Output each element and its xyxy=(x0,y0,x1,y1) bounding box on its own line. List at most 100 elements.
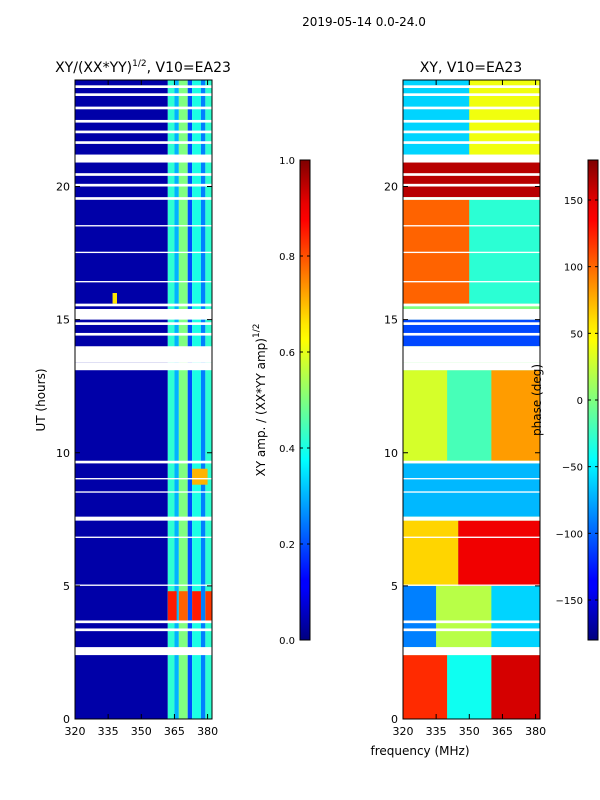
missing-data-gap xyxy=(75,322,212,325)
heatmap-region xyxy=(167,80,175,719)
phase-plot-frame xyxy=(402,79,541,720)
missing-data-gap xyxy=(403,647,540,656)
missing-data-gap xyxy=(75,141,212,144)
phase-colorbar: −150 −100 −50 0 50 100 150 phase (deg) xyxy=(530,159,599,641)
x-tick-label: 335 xyxy=(426,725,447,738)
heatmap-region xyxy=(403,370,448,461)
x-tick-label: 365 xyxy=(164,725,185,738)
y-tick-label: 15 xyxy=(56,314,70,327)
heatmap-region xyxy=(403,655,448,719)
missing-data-gap xyxy=(75,346,212,363)
missing-data-gap xyxy=(403,346,540,363)
missing-data-gap xyxy=(75,85,212,88)
missing-data-gap xyxy=(75,251,212,254)
y-tick-label: 5 xyxy=(63,580,70,593)
missing-data-gap xyxy=(403,303,540,307)
heatmap-region xyxy=(403,159,540,198)
missing-data-gap xyxy=(75,536,212,538)
y-tick-label: 5 xyxy=(391,580,398,593)
heatmap-region xyxy=(205,591,212,621)
y-tick-label: 20 xyxy=(56,181,70,194)
heatmap-region xyxy=(178,80,188,719)
x-tick-label: 350 xyxy=(459,725,480,738)
missing-data-gap xyxy=(75,647,212,656)
missing-data-gap xyxy=(75,362,212,371)
amplitude-y-axis-label: UT (hours) xyxy=(34,368,48,431)
missing-data-gap xyxy=(75,173,212,176)
amplitude-colorbar-frame xyxy=(299,159,311,641)
heatmap-region xyxy=(192,80,201,719)
missing-data-gap xyxy=(75,478,212,480)
colorbar-tick-label: −100 xyxy=(556,529,583,540)
amplitude-heatmap xyxy=(75,80,212,719)
missing-data-gap xyxy=(403,332,540,336)
colorbar-tick-label: 0.0 xyxy=(279,636,295,647)
missing-data-gap xyxy=(75,281,212,283)
heatmap-region xyxy=(192,468,208,485)
colorbar-tick-label: 100 xyxy=(564,263,583,274)
heatmap-region xyxy=(192,591,201,621)
colorbar-tick-label: 0.8 xyxy=(279,252,295,263)
missing-data-gap xyxy=(403,154,540,163)
colorbar-tick-label: 1.0 xyxy=(279,156,295,167)
phase-panel: XY, V10=EA23 320 335 350 365 380 0 5 10 15 20 xyxy=(384,60,546,738)
x-tick-label: 335 xyxy=(98,725,119,738)
y-tick-label: 10 xyxy=(384,447,398,460)
amplitude-colorbar-gradient xyxy=(300,160,310,640)
colorbar-tick-label: −50 xyxy=(562,463,583,474)
phase-x-ticks: 320 335 350 365 380 xyxy=(393,80,546,738)
colorbar-tick-label: −150 xyxy=(556,596,583,607)
amplitude-panel-title: XY/(XX*YY)1/2, V10=EA23 xyxy=(55,59,231,76)
missing-data-gap xyxy=(403,322,540,325)
missing-data-gap xyxy=(403,281,540,283)
heatmap-region xyxy=(436,585,492,648)
missing-data-gap xyxy=(403,141,540,144)
phase-colorbar-ticks: −150 −100 −50 0 50 100 150 xyxy=(556,196,598,607)
heatmap-region xyxy=(403,463,540,517)
missing-data-gap xyxy=(75,516,212,521)
missing-data-gap xyxy=(75,93,212,96)
amplitude-x-ticks: 320 335 350 365 380 xyxy=(65,80,218,738)
amplitude-y-ticks: 0 5 10 15 20 xyxy=(56,181,212,726)
missing-data-gap xyxy=(75,332,212,336)
heatmap-region xyxy=(403,520,459,586)
x-axis-label: frequency (MHz) xyxy=(370,744,469,758)
y-tick-label: 10 xyxy=(56,447,70,460)
missing-data-gap xyxy=(75,197,212,200)
amplitude-colorbar-ticks: 0.0 0.2 0.4 0.6 0.8 1.0 xyxy=(279,156,310,647)
y-tick-label: 20 xyxy=(384,181,398,194)
phase-colorbar-label: phase (deg) xyxy=(530,364,544,436)
missing-data-gap xyxy=(403,491,540,493)
colorbar-tick-label: 0.2 xyxy=(279,540,295,551)
missing-data-gap xyxy=(403,251,540,254)
colorbar-tick-label: 0 xyxy=(577,396,583,407)
missing-data-gap xyxy=(75,154,212,163)
missing-data-gap xyxy=(403,620,540,624)
x-tick-label: 380 xyxy=(197,725,218,738)
missing-data-gap xyxy=(75,183,212,187)
missing-data-gap xyxy=(75,491,212,493)
x-tick-label: 350 xyxy=(131,725,152,738)
amplitude-colorbar-label: XY amp. / (XX*YY amp)1/2 xyxy=(252,324,268,477)
amplitude-panel: XY/(XX*YY)1/2, V10=EA23 320 335 350 365 380 … xyxy=(34,59,231,738)
missing-data-gap xyxy=(403,584,540,586)
missing-data-gap xyxy=(75,303,212,307)
heatmap-region xyxy=(491,370,540,461)
missing-data-gap xyxy=(75,119,212,123)
x-tick-label: 365 xyxy=(492,725,513,738)
missing-data-gap xyxy=(75,308,212,320)
heatmap-region xyxy=(205,80,212,719)
missing-data-gap xyxy=(75,106,212,110)
missing-data-gap xyxy=(75,584,212,586)
phase-colorbar-gradient xyxy=(588,160,598,640)
missing-data-gap xyxy=(403,516,540,521)
y-tick-label: 0 xyxy=(63,713,70,726)
missing-data-gap xyxy=(403,197,540,200)
colorbar-tick-label: 150 xyxy=(564,196,583,207)
missing-data-gap xyxy=(403,628,540,632)
y-tick-label: 0 xyxy=(391,713,398,726)
y-tick-label: 15 xyxy=(384,314,398,327)
amplitude-colorbar: 0.0 0.2 0.4 0.6 0.8 1.0 XY amp. / (XX*YY amp)… xyxy=(252,156,311,647)
missing-data-gap xyxy=(403,130,540,134)
suptitle: 2019-05-14 0.0-24.0 xyxy=(302,15,426,29)
